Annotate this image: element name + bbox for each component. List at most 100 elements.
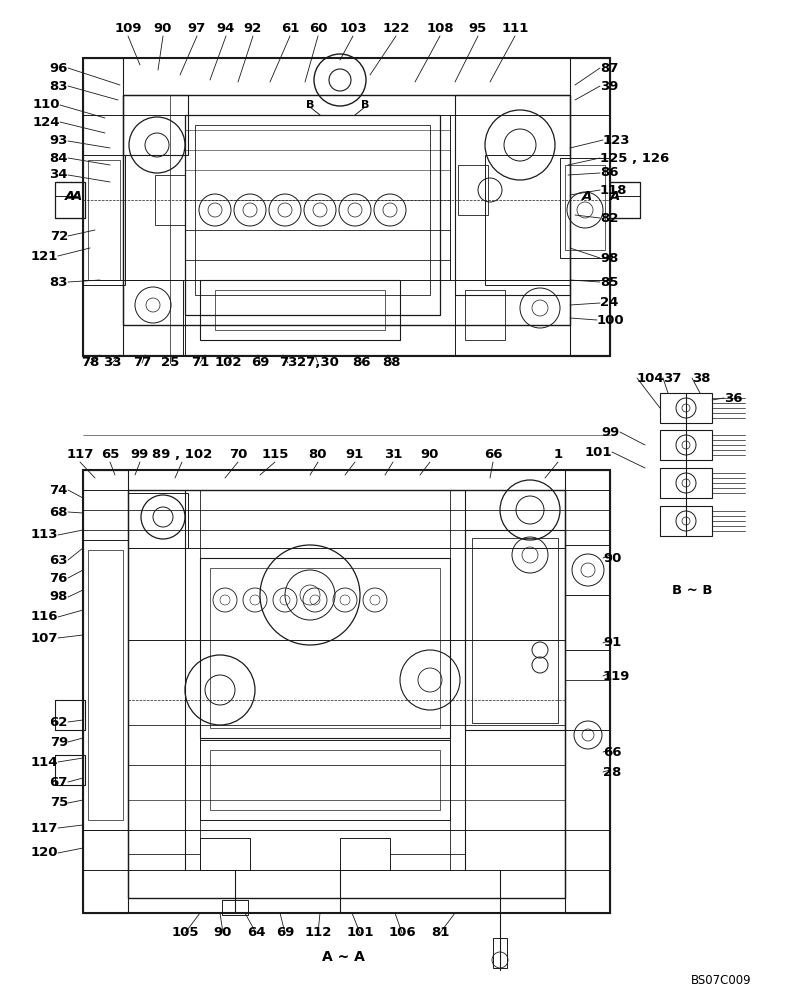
Text: 116: 116 <box>31 610 58 624</box>
Text: 37: 37 <box>663 371 680 384</box>
Text: 63: 63 <box>49 554 68 566</box>
Bar <box>128 493 188 548</box>
Bar <box>484 155 569 285</box>
Bar <box>471 538 557 723</box>
Text: 90: 90 <box>213 926 232 940</box>
Text: 99: 99 <box>131 448 149 460</box>
Bar <box>492 938 506 968</box>
Text: 117: 117 <box>31 822 58 834</box>
Text: A: A <box>581 190 591 202</box>
Text: 24: 24 <box>599 296 618 310</box>
Text: 103: 103 <box>339 21 367 34</box>
Text: 90: 90 <box>420 448 439 460</box>
Bar <box>195 125 430 295</box>
Text: 71: 71 <box>191 357 209 369</box>
Bar <box>210 568 440 728</box>
Text: 87: 87 <box>599 62 618 75</box>
Text: 117: 117 <box>67 448 93 460</box>
Text: 100: 100 <box>596 314 624 326</box>
Text: 118: 118 <box>599 184 627 196</box>
Text: 72: 72 <box>49 230 68 242</box>
Text: 86: 86 <box>599 166 618 180</box>
Bar <box>122 95 188 155</box>
Text: 81: 81 <box>431 926 448 940</box>
Text: 67: 67 <box>49 776 68 788</box>
Text: 120: 120 <box>31 846 58 859</box>
Text: 62: 62 <box>49 716 68 728</box>
Text: 85: 85 <box>599 275 618 288</box>
Text: 75: 75 <box>49 796 68 810</box>
Text: 101: 101 <box>345 926 373 940</box>
Text: 119: 119 <box>603 670 629 682</box>
Text: 95: 95 <box>468 21 487 34</box>
Bar <box>560 158 609 258</box>
Bar <box>340 838 389 870</box>
Bar <box>122 95 569 325</box>
Text: 112: 112 <box>304 926 331 940</box>
Text: 28: 28 <box>603 766 620 778</box>
Text: 27,30: 27,30 <box>297 357 338 369</box>
Text: 86: 86 <box>352 357 371 369</box>
Text: 93: 93 <box>49 134 68 147</box>
Text: 83: 83 <box>49 80 68 93</box>
Bar <box>564 650 609 730</box>
Bar <box>83 155 125 285</box>
Text: 89 , 102: 89 , 102 <box>152 448 212 460</box>
Bar <box>465 290 504 340</box>
Text: 111: 111 <box>500 21 528 34</box>
Text: 114: 114 <box>31 756 58 768</box>
Text: 66: 66 <box>483 448 502 460</box>
Bar <box>83 58 609 356</box>
Text: 82: 82 <box>599 212 618 225</box>
Bar <box>564 470 609 913</box>
Bar <box>465 530 564 730</box>
Bar <box>55 755 85 785</box>
Text: 73: 73 <box>278 357 297 369</box>
Text: 68: 68 <box>49 506 68 518</box>
Bar <box>88 160 120 280</box>
Bar <box>155 175 185 225</box>
Bar <box>83 470 128 913</box>
Text: 69: 69 <box>276 926 294 940</box>
Text: A ~ A: A ~ A <box>321 950 364 964</box>
Text: 101: 101 <box>584 446 611 458</box>
Bar <box>659 506 711 536</box>
Text: 98: 98 <box>599 251 618 264</box>
Text: 25: 25 <box>161 357 179 369</box>
Bar <box>454 95 569 295</box>
Bar <box>457 165 487 215</box>
Text: 98: 98 <box>49 590 68 603</box>
Text: 91: 91 <box>603 637 620 650</box>
Text: 121: 121 <box>31 249 58 262</box>
Bar <box>200 558 449 738</box>
Bar <box>122 280 182 355</box>
Text: 78: 78 <box>81 357 99 369</box>
Text: 34: 34 <box>49 168 68 182</box>
Text: 109: 109 <box>114 21 142 34</box>
Text: 113: 113 <box>31 528 58 542</box>
Text: 124: 124 <box>32 115 60 128</box>
Text: 108: 108 <box>426 21 453 34</box>
Text: 97: 97 <box>187 21 206 34</box>
Text: 61: 61 <box>281 21 298 34</box>
Text: 105: 105 <box>171 926 199 940</box>
Text: 122: 122 <box>382 21 410 34</box>
Text: 115: 115 <box>261 448 289 460</box>
Text: 79: 79 <box>49 736 68 748</box>
Bar <box>564 545 609 595</box>
Text: 99: 99 <box>601 426 620 438</box>
Text: 76: 76 <box>49 572 68 584</box>
Text: 65: 65 <box>101 448 119 460</box>
Text: 104: 104 <box>636 371 664 384</box>
Bar <box>221 900 247 915</box>
Bar <box>128 490 564 898</box>
Text: 39: 39 <box>599 80 618 93</box>
Text: 77: 77 <box>133 357 151 369</box>
Bar <box>564 165 604 250</box>
Text: 106: 106 <box>388 926 415 940</box>
Bar <box>659 393 711 423</box>
Bar <box>659 430 711 460</box>
Text: A: A <box>72 190 82 202</box>
Text: A: A <box>65 190 75 202</box>
Text: 102: 102 <box>214 357 242 369</box>
